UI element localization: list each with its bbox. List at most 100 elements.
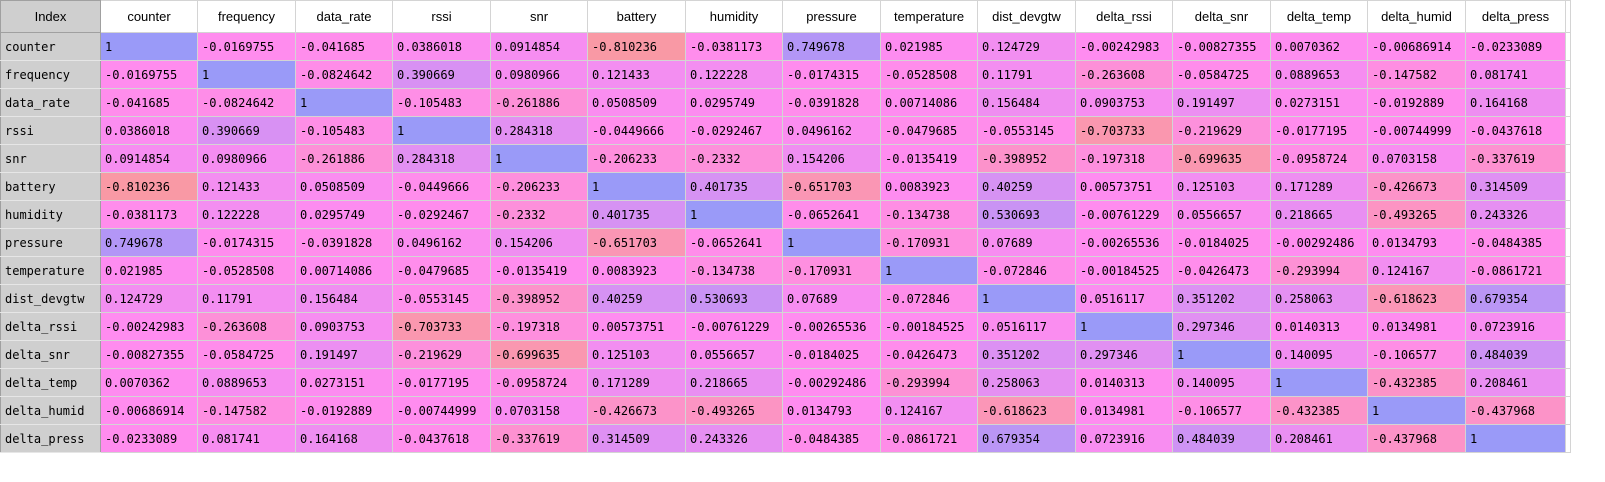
table-cell[interactable]: 0.00573751: [587, 312, 686, 341]
table-cell[interactable]: -0.00265536: [1075, 228, 1173, 257]
table-cell[interactable]: -0.0584725: [1172, 60, 1271, 89]
table-cell[interactable]: -0.00744999: [392, 396, 491, 425]
table-cell[interactable]: -0.00292486: [1270, 228, 1368, 257]
table-cell[interactable]: 1: [587, 172, 686, 201]
table-cell[interactable]: 0.125103: [1172, 172, 1271, 201]
table-cell[interactable]: 0.218665: [685, 368, 783, 397]
table-cell[interactable]: -0.0233089: [100, 424, 198, 453]
table-cell[interactable]: -0.106577: [1172, 396, 1271, 425]
table-cell[interactable]: 0.390669: [197, 116, 296, 145]
table-cell[interactable]: 0.351202: [1172, 284, 1271, 313]
table-cell[interactable]: 0.164168: [295, 424, 393, 453]
table-cell[interactable]: 0.0889653: [1270, 60, 1368, 89]
table-cell[interactable]: 0.171289: [587, 368, 686, 397]
row-index-delta-humid[interactable]: delta_humid: [0, 396, 101, 425]
table-cell[interactable]: 0.0496162: [782, 116, 881, 145]
table-cell[interactable]: -0.0292467: [392, 200, 491, 229]
table-cell[interactable]: 0.122228: [197, 200, 296, 229]
table-cell[interactable]: -0.0449666: [587, 116, 686, 145]
table-cell[interactable]: 0.679354: [977, 424, 1076, 453]
table-cell[interactable]: 0.297346: [1075, 340, 1173, 369]
table-cell[interactable]: 0.243326: [1465, 200, 1566, 229]
table-cell[interactable]: 0.0134981: [1367, 312, 1466, 341]
table-cell[interactable]: -0.0553145: [977, 116, 1076, 145]
table-cell[interactable]: -0.437968: [1367, 424, 1466, 453]
table-cell[interactable]: 1: [685, 200, 783, 229]
table-cell[interactable]: 0.122228: [685, 60, 783, 89]
table-cell[interactable]: -0.651703: [587, 228, 686, 257]
table-cell[interactable]: 0.314509: [1465, 172, 1566, 201]
table-cell[interactable]: -0.00761229: [685, 312, 783, 341]
table-cell[interactable]: -0.263608: [1075, 60, 1173, 89]
table-cell[interactable]: -0.618623: [1367, 284, 1466, 313]
table-cell[interactable]: 0.679354: [1465, 284, 1566, 313]
row-index-battery[interactable]: battery: [0, 172, 101, 201]
table-cell[interactable]: 0.121433: [587, 60, 686, 89]
table-cell[interactable]: -0.426673: [587, 396, 686, 425]
table-cell[interactable]: -0.0174315: [197, 228, 296, 257]
table-cell[interactable]: -0.337619: [490, 424, 588, 453]
table-cell[interactable]: 0.081741: [1465, 60, 1566, 89]
table-cell[interactable]: 0.121433: [197, 172, 296, 201]
table-cell[interactable]: -0.493265: [1367, 200, 1466, 229]
table-cell[interactable]: -0.0584725: [197, 340, 296, 369]
table-cell[interactable]: 0.0508509: [587, 88, 686, 117]
row-index-frequency[interactable]: frequency: [0, 60, 101, 89]
table-cell[interactable]: 0.124167: [1367, 256, 1466, 285]
column-header-frequency[interactable]: frequency: [197, 0, 296, 33]
table-cell[interactable]: 0.484039: [1172, 424, 1271, 453]
table-cell[interactable]: -0.0135419: [490, 256, 588, 285]
table-cell[interactable]: -0.00184525: [880, 312, 978, 341]
column-header-pressure[interactable]: pressure: [782, 0, 881, 33]
row-index-counter[interactable]: counter: [0, 32, 101, 61]
table-cell[interactable]: 0.0903753: [1075, 88, 1173, 117]
table-cell[interactable]: 0.154206: [490, 228, 588, 257]
table-cell[interactable]: -0.0174315: [782, 60, 881, 89]
table-cell[interactable]: -0.0437618: [392, 424, 491, 453]
table-cell[interactable]: 1: [1075, 312, 1173, 341]
column-header-dist-devgtw[interactable]: dist_devgtw: [977, 0, 1076, 33]
table-cell[interactable]: -0.261886: [490, 88, 588, 117]
table-cell[interactable]: -0.105483: [295, 116, 393, 145]
table-cell[interactable]: 1: [1172, 340, 1271, 369]
table-cell[interactable]: 1: [1367, 396, 1466, 425]
table-cell[interactable]: -0.206233: [490, 172, 588, 201]
column-header-delta-snr[interactable]: delta_snr: [1172, 0, 1271, 33]
table-cell[interactable]: -0.0292467: [685, 116, 783, 145]
row-index-delta-snr[interactable]: delta_snr: [0, 340, 101, 369]
table-cell[interactable]: -0.134738: [685, 256, 783, 285]
table-cell[interactable]: -0.0484385: [1465, 228, 1566, 257]
table-cell[interactable]: 0.258063: [1270, 284, 1368, 313]
table-cell[interactable]: -0.0233089: [1465, 32, 1566, 61]
table-cell[interactable]: -0.041685: [295, 32, 393, 61]
table-cell[interactable]: -0.0169755: [100, 60, 198, 89]
table-cell[interactable]: -0.0652641: [685, 228, 783, 257]
table-cell[interactable]: -0.0958724: [1270, 144, 1368, 173]
table-cell[interactable]: -0.810236: [587, 32, 686, 61]
index-header[interactable]: Index: [0, 0, 101, 33]
table-cell[interactable]: -0.0169755: [197, 32, 296, 61]
table-cell[interactable]: -0.0177195: [1270, 116, 1368, 145]
table-cell[interactable]: 0.0980966: [197, 144, 296, 173]
table-cell[interactable]: 0.0295749: [685, 88, 783, 117]
table-cell[interactable]: 0.218665: [1270, 200, 1368, 229]
table-cell[interactable]: -0.0479685: [880, 116, 978, 145]
table-cell[interactable]: 0.0140313: [1075, 368, 1173, 397]
row-index-delta-press[interactable]: delta_press: [0, 424, 101, 453]
table-cell[interactable]: -0.2332: [490, 200, 588, 229]
table-cell[interactable]: 0.0723916: [1465, 312, 1566, 341]
table-cell[interactable]: -0.0553145: [392, 284, 491, 313]
table-cell[interactable]: 0.0134793: [782, 396, 881, 425]
table-cell[interactable]: 0.401735: [685, 172, 783, 201]
table-cell[interactable]: -0.0449666: [392, 172, 491, 201]
row-index-pressure[interactable]: pressure: [0, 228, 101, 257]
table-cell[interactable]: -0.703733: [1075, 116, 1173, 145]
table-cell[interactable]: 0.156484: [295, 284, 393, 313]
table-cell[interactable]: 0.0723916: [1075, 424, 1173, 453]
table-cell[interactable]: 0.484039: [1465, 340, 1566, 369]
table-cell[interactable]: -0.618623: [977, 396, 1076, 425]
table-cell[interactable]: -0.810236: [100, 172, 198, 201]
column-header-snr[interactable]: snr: [490, 0, 588, 33]
table-cell[interactable]: -0.0484385: [782, 424, 881, 453]
table-cell[interactable]: -0.072846: [880, 284, 978, 313]
